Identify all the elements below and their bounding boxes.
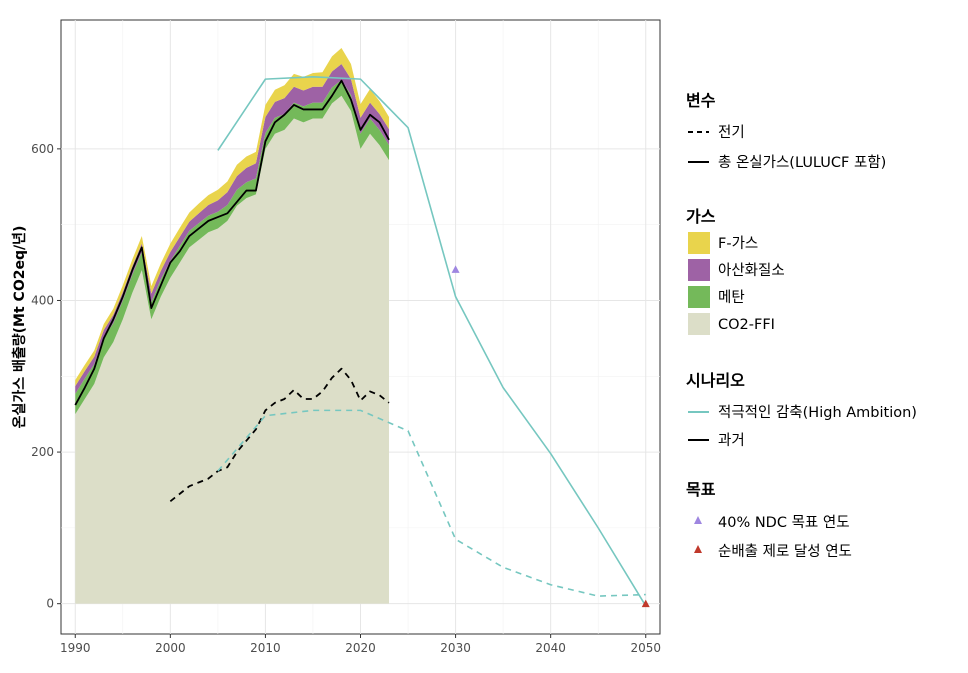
legend-swatch-co2ffi: [688, 313, 710, 335]
legend-label-netzero: 순배출 제로 달성 연도: [718, 543, 852, 560]
y-axis-ticks: 0 200 400 600: [31, 142, 61, 611]
legend-label-total-ghg: 총 온실가스(LULUCF 포함): [718, 154, 886, 171]
legend-target: 목표 40% NDC 목표 연도 순배출 제로 달성 연도: [686, 480, 852, 560]
x-tick-label: 2040: [535, 641, 566, 655]
legend-marker-ndc: [694, 516, 702, 524]
x-tick-label: 2030: [440, 641, 471, 655]
legend-label-co2ffi: CO2-FFI: [718, 317, 775, 333]
x-tick-label: 2000: [155, 641, 186, 655]
legend-variable: 변수 전기 총 온실가스(LULUCF 포함): [686, 91, 886, 171]
legend-label-ndc: 40% NDC 목표 연도: [718, 514, 850, 531]
x-tick-label: 2020: [345, 641, 376, 655]
legend-title-variable: 변수: [686, 91, 716, 110]
y-axis-label: 온실가스 배출량(Mt CO2eq/년): [11, 226, 28, 429]
legend-title-gas: 가스: [686, 207, 716, 226]
line-과거 · 전기: [169, 367, 390, 503]
legend-label-n2o: 아산화질소: [718, 262, 785, 279]
legend-label-high-ambition: 적극적인 감축(High Ambition): [718, 404, 917, 421]
point-순배출 제로 달성 연도: [641, 599, 650, 608]
x-tick-label: 2050: [630, 641, 661, 655]
y-tick-label: 600: [31, 142, 54, 156]
line-적극적인 감축(High Ambition) · 전기: [217, 409, 646, 597]
legend-label-ch4: 메탄: [718, 289, 745, 306]
target-points: [451, 265, 650, 608]
legend-marker-netzero: [694, 545, 702, 553]
legend-label-history: 과거: [718, 432, 745, 449]
x-tick-label: 2010: [250, 641, 281, 655]
legend-gas: 가스 F-가스 아산화질소 메탄 CO2-FFI: [686, 207, 785, 335]
stacked-areas: [75, 48, 390, 604]
line-과거 · 총 온실가스(LULUCF 포함): [74, 79, 390, 406]
legend-swatch-ch4: [688, 286, 710, 308]
line-적극적인 감축(High Ambition) · 총 온실가스(LULUCF 포함): [217, 76, 647, 607]
legend-label-fgas: F-가스: [718, 235, 758, 252]
legend-label-electricity: 전기: [718, 124, 745, 141]
area-CO2-FFI: [75, 95, 390, 604]
x-tick-label: 1990: [60, 641, 91, 655]
legend-scenario: 시나리오 적극적인 감축(High Ambition) 과거: [686, 371, 917, 449]
point-40% NDC 목표 연도: [451, 265, 460, 273]
y-tick-label: 200: [31, 445, 54, 459]
line-series: [74, 76, 647, 607]
legend-title-scenario: 시나리오: [686, 371, 745, 390]
legend-swatch-n2o: [688, 259, 710, 281]
legend-swatch-fgas: [688, 232, 710, 254]
x-axis-ticks: 1990 2000 2010 2020 2030 2040 2050: [60, 634, 661, 655]
legend-title-target: 목표: [686, 480, 716, 499]
y-tick-label: 400: [31, 293, 54, 307]
y-tick-label: 0: [46, 597, 54, 611]
